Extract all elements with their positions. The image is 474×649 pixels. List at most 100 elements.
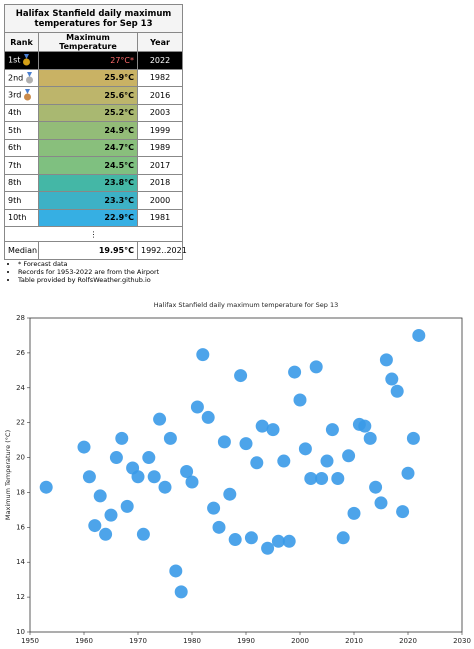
data-point (250, 456, 264, 470)
rank-cell: 8th (4, 173, 39, 192)
y-tick-label: 26 (16, 349, 25, 357)
year-cell: 2018 (136, 173, 184, 192)
year-cell: 2003 (136, 103, 184, 122)
data-point (163, 431, 177, 445)
x-tick-label: 2020 (399, 637, 417, 645)
table-row: 7th 24.5°C 2017 (4, 156, 184, 175)
note: Table provided by RolfsWeather.github.io (18, 276, 159, 284)
temperature: 22.9°C (104, 213, 134, 223)
year: 2003 (149, 108, 171, 118)
data-point (131, 470, 145, 484)
medal-icon (26, 71, 34, 84)
table-row: 3rd 25.6°C 2016 (4, 86, 184, 105)
data-point (266, 423, 280, 437)
data-point (255, 419, 269, 433)
data-point (180, 465, 194, 479)
year: 2016 (149, 90, 171, 100)
median-value: 19.95°C (38, 241, 138, 260)
temperature-cell: 23.8°C (38, 173, 138, 192)
year-cell: 1982 (136, 68, 184, 87)
temperature: 23.3°C (104, 195, 134, 205)
median-period: 1992..2021 (136, 241, 187, 260)
year: 1989 (149, 143, 171, 153)
rank: 9th (8, 195, 22, 205)
rank-cell: 1st (4, 51, 39, 70)
year: 1999 (149, 125, 171, 135)
rank: 8th (8, 178, 22, 188)
data-point (147, 470, 161, 484)
y-tick-label: 22 (16, 419, 25, 427)
data-point (109, 451, 123, 465)
rank: 2nd (8, 73, 24, 83)
rank-cell: 10th (4, 208, 39, 227)
data-point (401, 466, 415, 480)
data-point (304, 471, 318, 485)
year: 2022 (149, 55, 171, 65)
data-point (153, 412, 167, 426)
data-point (325, 423, 339, 437)
medal-icon (23, 54, 31, 66)
data-point (336, 531, 350, 545)
year: 2017 (149, 160, 171, 170)
table-title: Halifax Stanfield daily maximum temperat… (3, 4, 184, 33)
temperature-cell: 23.3°C (38, 191, 138, 210)
data-point (288, 365, 302, 379)
year-cell: 1989 (136, 138, 184, 157)
y-tick-label: 16 (16, 523, 25, 531)
data-point (385, 372, 399, 386)
data-point (412, 328, 426, 342)
data-point (271, 534, 285, 548)
y-tick-label: 14 (16, 558, 25, 566)
year: 2018 (149, 178, 171, 188)
data-point (315, 471, 329, 485)
data-point (261, 541, 275, 555)
data-point (244, 531, 258, 545)
chart-title: Halifax Stanfield daily maximum temperat… (154, 301, 339, 309)
data-point (136, 527, 150, 541)
data-point (358, 419, 372, 433)
data-point (369, 480, 383, 494)
data-point (390, 384, 404, 398)
data-point (406, 431, 420, 445)
y-tick-label: 18 (16, 488, 25, 496)
data-point (298, 442, 312, 456)
data-point (309, 360, 323, 374)
data-point (174, 585, 188, 599)
data-point (82, 470, 96, 484)
temperature-cell: 25.2°C (38, 103, 138, 122)
y-axis-label: Maximum Temperature (°C) (4, 430, 12, 520)
data-point (379, 353, 393, 367)
year: 2000 (149, 195, 171, 205)
data-point (396, 505, 410, 519)
temperature-cell: 24.9°C (38, 121, 138, 140)
temperature-cell: 24.5°C (38, 156, 138, 175)
year: 1982 (149, 73, 171, 83)
data-point (342, 449, 356, 463)
data-point (201, 410, 215, 424)
data-point (190, 400, 204, 414)
x-tick-label: 1990 (237, 637, 255, 645)
y-tick-label: 20 (16, 454, 25, 462)
data-point (185, 475, 199, 489)
data-point (77, 440, 91, 454)
records-table: Halifax Stanfield daily maximum temperat… (3, 4, 187, 260)
data-point (142, 451, 156, 465)
data-point (374, 496, 388, 510)
data-point (223, 487, 237, 501)
x-tick-label: 1960 (75, 637, 93, 645)
data-point (93, 489, 107, 503)
table-row: 2nd 25.9°C 1982 (4, 68, 184, 87)
rank: 1st (8, 55, 21, 65)
data-point (363, 431, 377, 445)
data-point (212, 520, 226, 534)
data-point (331, 471, 345, 485)
notes: * Forecast data Records for 1953-2022 ar… (4, 260, 159, 284)
data-point (277, 454, 291, 468)
temperature: 24.5°C (104, 160, 134, 170)
data-point (120, 499, 134, 513)
x-tick-label: 2010 (345, 637, 363, 645)
data-point (228, 533, 242, 547)
x-tick-label: 1980 (183, 637, 201, 645)
temperature-cell: 25.9°C (38, 68, 138, 87)
